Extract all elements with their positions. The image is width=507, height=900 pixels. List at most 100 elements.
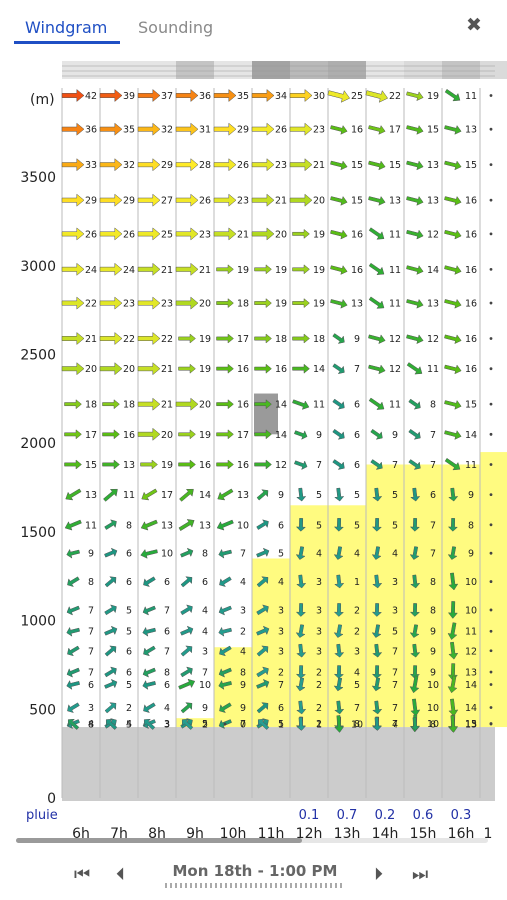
- wind-speed-label: 8: [164, 668, 170, 679]
- wind-arrow: [448, 698, 459, 717]
- wind-speed-label: 11: [85, 520, 97, 531]
- wind-speed-label: 3: [392, 577, 398, 588]
- wind-speed-label: 22: [389, 91, 401, 102]
- wind-speed-label: 10: [465, 577, 477, 588]
- wind-speed-label: 4: [392, 720, 398, 731]
- scrollbar-thumb[interactable]: [16, 838, 302, 843]
- wind-speed-label: 3: [316, 627, 322, 638]
- wind-speed-label: 4: [278, 577, 284, 588]
- tab-sounding[interactable]: Sounding: [138, 18, 214, 37]
- wind-arrow: [371, 603, 383, 617]
- wind-speed-label: 6: [202, 577, 208, 588]
- wind-arrow: [406, 91, 424, 102]
- wind-arrow: [104, 678, 118, 689]
- wind-arrow: [296, 700, 307, 715]
- wind-arrow: [332, 428, 345, 440]
- wind-arrow: [216, 363, 234, 374]
- calm-dot: [489, 267, 493, 271]
- wind-arrow: [142, 605, 156, 616]
- wind-speed-label: 7: [430, 460, 436, 471]
- wind-speed-label: 34: [275, 91, 287, 102]
- wind-arrow: [137, 296, 161, 310]
- wind-speed-label: 21: [161, 400, 173, 411]
- wind-arrow: [61, 296, 85, 310]
- wind-arrow: [408, 428, 421, 440]
- wind-speed-label: 32: [161, 125, 173, 136]
- wind-speed-label: 5: [126, 605, 132, 616]
- wind-speed-label: 13: [199, 520, 211, 531]
- wind-speed-label: 20: [85, 364, 97, 375]
- skip-last-icon[interactable]: ⏭: [412, 864, 429, 885]
- wind-speed-label: 16: [465, 299, 477, 310]
- wind-speed-label: 17: [237, 334, 249, 345]
- wind-arrow: [137, 331, 161, 346]
- wind-arrow: [444, 160, 462, 171]
- wind-arrow: [213, 88, 237, 103]
- wind-speed-label: 14: [465, 703, 477, 714]
- wind-arrow: [213, 193, 237, 207]
- wind-speed-label: 14: [313, 364, 325, 375]
- wind-speed-label: 18: [237, 299, 249, 310]
- wind-arrow: [332, 333, 345, 344]
- wind-speed-label: 7: [164, 646, 170, 657]
- wind-speed-label: 16: [465, 229, 477, 240]
- wind-arrow: [61, 158, 85, 172]
- wind-arrow: [175, 227, 199, 241]
- wind-arrow: [180, 547, 194, 558]
- step-back-icon[interactable]: ⏴: [116, 864, 125, 885]
- wind-arrow: [368, 262, 385, 275]
- wind-arrow: [448, 641, 459, 660]
- calm-dot: [489, 463, 493, 466]
- wind-arrow: [219, 645, 232, 657]
- wind-arrow: [99, 158, 123, 172]
- wind-speed-label: 9: [430, 646, 436, 657]
- wind-arrow: [292, 264, 310, 275]
- wind-speed-label: 2: [278, 668, 284, 679]
- wind-speed-label: 5: [354, 490, 360, 501]
- wind-arrow: [216, 459, 234, 470]
- wind-speed-label: 16: [465, 364, 477, 375]
- calm-dot: [489, 580, 493, 583]
- wind-arrow: [64, 429, 82, 440]
- wind-speed-label: 7: [88, 605, 94, 616]
- wind-speed-label: 9: [468, 490, 474, 501]
- wind-arrow: [447, 601, 458, 619]
- wind-arrow: [447, 622, 458, 640]
- wind-speed-label: 13: [465, 720, 477, 731]
- wind-arrow: [251, 193, 275, 207]
- wind-speed-label: 4: [316, 549, 322, 560]
- wind-arrow: [99, 122, 123, 136]
- wind-speed-label: 11: [465, 460, 477, 471]
- wind-speed-label: 16: [237, 460, 249, 471]
- wind-arrow: [289, 122, 313, 136]
- wind-arrow: [141, 488, 158, 501]
- wind-speed-label: 8: [430, 400, 436, 411]
- wind-speed-label: 10: [465, 605, 477, 616]
- wind-speed-label: 16: [465, 265, 477, 276]
- wind-arrow: [256, 702, 269, 714]
- close-icon[interactable]: ✖: [466, 14, 482, 36]
- time-slider[interactable]: [165, 883, 345, 888]
- wind-arrow: [66, 667, 80, 678]
- wind-arrow: [61, 193, 85, 207]
- wind-speed-label: 13: [465, 668, 477, 679]
- wind-arrow: [254, 264, 272, 275]
- ground-area: [62, 727, 495, 801]
- wind-speed-label: 7: [88, 646, 94, 657]
- tab-windgram[interactable]: Windgram: [25, 18, 108, 37]
- wind-speed-label: 29: [85, 196, 97, 207]
- y-tick-label: 3500: [20, 170, 56, 186]
- wind-speed-label: 23: [275, 160, 287, 171]
- wind-arrow: [372, 700, 383, 715]
- wind-arrow: [448, 487, 459, 502]
- wind-arrow: [444, 334, 462, 345]
- step-forward-icon[interactable]: ⏵: [374, 864, 383, 885]
- wind-arrow: [292, 363, 310, 374]
- wind-arrow: [216, 333, 234, 344]
- wind-speed-label: 6: [126, 549, 132, 560]
- wind-arrow: [105, 718, 118, 730]
- wind-arrow: [365, 90, 389, 103]
- skip-first-icon[interactable]: ⏮: [74, 864, 91, 885]
- wind-speed-label: 7: [354, 364, 360, 375]
- current-date-label: Mon 18th - 1:00 PM: [172, 862, 338, 880]
